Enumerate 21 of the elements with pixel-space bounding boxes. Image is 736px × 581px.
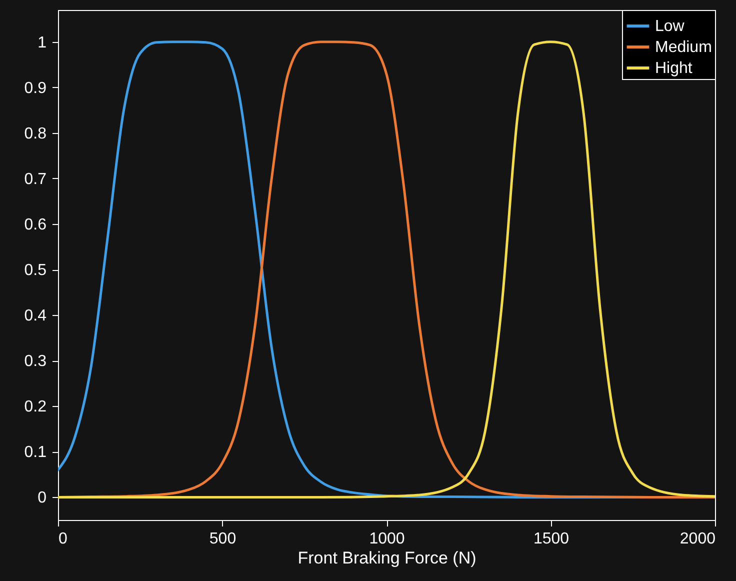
y-tick-label: 0.7 [24, 170, 47, 188]
legend-label: Hight [655, 60, 693, 77]
y-tick-label: 0.8 [24, 125, 47, 142]
x-axis-title: Front Braking Force (N) [298, 548, 476, 568]
x-tick-label: 500 [209, 530, 236, 548]
y-tick-label: 0.6 [24, 216, 47, 234]
y-tick-label: 0.5 [24, 262, 47, 280]
y-tick-label: 0.1 [24, 444, 47, 462]
y-tick-label: 0 [38, 490, 47, 507]
x-tick-label: 1500 [533, 530, 570, 548]
x-tick-label: 1000 [369, 530, 405, 548]
x-tick-label: 2000 [680, 530, 716, 548]
line-series [58, 40, 715, 498]
y-tick-label: 1 [38, 34, 47, 52]
y-tick-label: 0.4 [24, 308, 47, 325]
x-tick-label: 0 [58, 530, 68, 548]
y-tick-label: 0.3 [24, 353, 47, 370]
y-tick-label: 0.2 [24, 398, 47, 416]
y-tick-label: 0.9 [24, 80, 47, 97]
legend-label: Low [655, 18, 685, 35]
legend-label: Medium [655, 39, 712, 56]
